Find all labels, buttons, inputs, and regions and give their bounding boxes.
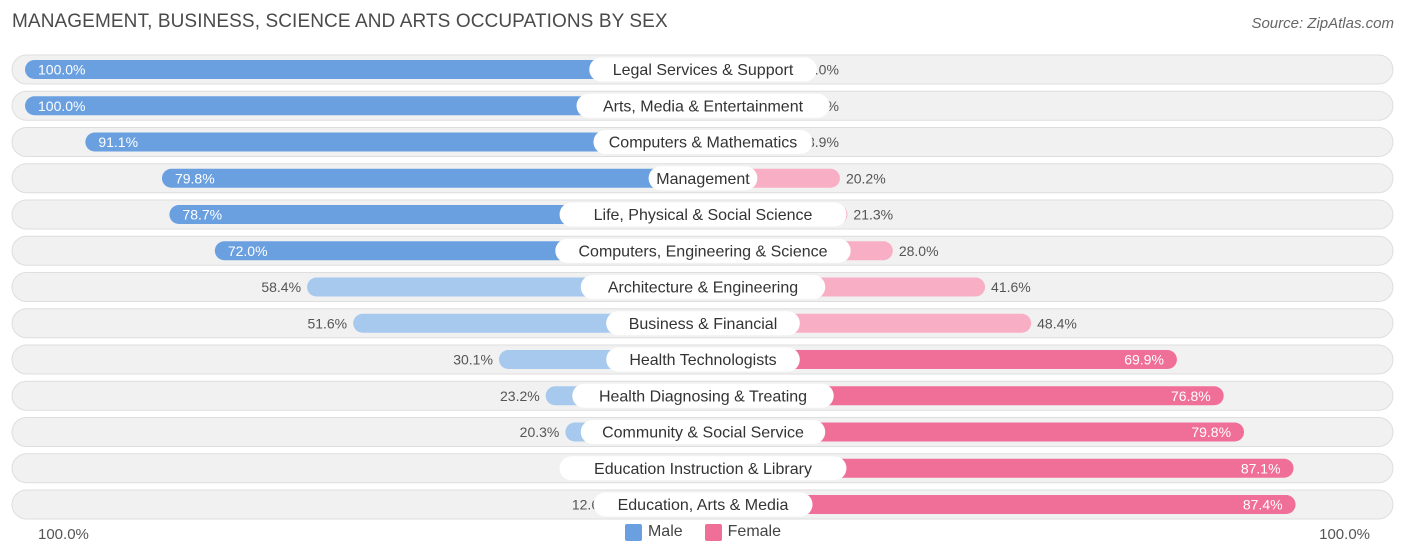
category-label: Legal Services & Support xyxy=(613,62,794,79)
legend-item-female[interactable]: Female xyxy=(704,523,782,541)
bar-female xyxy=(703,422,1245,442)
category-label: Computers & Mathematics xyxy=(609,135,798,152)
category-label-background xyxy=(572,383,834,408)
legend-swatch-female xyxy=(704,523,722,541)
axis-left-label: 100.0% xyxy=(38,526,89,543)
bar-female xyxy=(703,350,1177,369)
legend-label-female: Female xyxy=(727,523,782,540)
category-label-background xyxy=(580,420,826,444)
legend-swatch-male xyxy=(624,523,642,541)
legend-item-male[interactable]: Male xyxy=(624,523,683,541)
value-label-female: 69.9% xyxy=(1124,352,1164,368)
bar-male xyxy=(25,60,703,79)
value-label-male: 72.0% xyxy=(228,243,268,259)
value-label-male: 79.8% xyxy=(175,170,215,186)
legend: Male Female xyxy=(0,523,1406,541)
category-label: Life, Physical & Social Science xyxy=(594,207,813,224)
legend-label-male: Male xyxy=(647,523,683,540)
value-label-male: 30.1% xyxy=(453,352,493,368)
value-label-male: 78.7% xyxy=(182,207,222,223)
category-label-background xyxy=(593,492,813,517)
category-label-background xyxy=(589,57,817,82)
category-label: Management xyxy=(656,171,750,188)
category-label-background xyxy=(593,130,813,154)
axis-right-label: 100.0% xyxy=(1319,526,1370,543)
value-label-female: 8.9% xyxy=(807,134,839,150)
value-label-male: 20.3% xyxy=(520,424,560,440)
source-credit: Source: ZipAtlas.com xyxy=(1251,15,1394,32)
category-label: Community & Social Service xyxy=(602,425,804,442)
chart-title: MANAGEMENT, BUSINESS, SCIENCE AND ARTS O… xyxy=(12,11,668,32)
value-label-female: 48.4% xyxy=(1037,315,1077,331)
occupation-sex-chart: 100.0% 0.0%Legal Services & Support100.0%… xyxy=(11,54,1394,520)
value-label-male: 23.2% xyxy=(500,388,540,404)
value-label-female: 87.4% xyxy=(1243,497,1283,513)
category-label-background xyxy=(555,238,851,263)
category-label-background xyxy=(559,202,847,227)
value-label-female: 21.3% xyxy=(853,207,893,223)
value-label-female: 28.0% xyxy=(899,243,939,259)
value-label-female: 20.2% xyxy=(846,170,886,186)
bar-male xyxy=(161,168,703,188)
value-label-male: 100.0% xyxy=(38,62,85,78)
value-label-male: 58.4% xyxy=(261,279,301,295)
bar-male xyxy=(25,96,703,116)
category-label-background xyxy=(606,347,800,372)
category-label: Arts, Media & Entertainment xyxy=(603,98,804,115)
category-label: Education Instruction & Library xyxy=(594,461,812,478)
category-label: Health Technologists xyxy=(629,352,776,369)
category-label-background xyxy=(648,166,758,191)
category-label-background xyxy=(576,93,830,118)
category-label-background xyxy=(606,311,800,336)
category-label: Architecture & Engineering xyxy=(608,280,798,297)
category-label: Computers, Engineering & Science xyxy=(578,243,827,260)
category-label: Education, Arts & Media xyxy=(618,497,789,514)
value-label-female: 87.1% xyxy=(1241,460,1281,476)
value-label-male: 51.6% xyxy=(307,315,347,331)
value-label-female: 41.6% xyxy=(991,279,1031,295)
value-label-female: 79.8% xyxy=(1191,424,1231,440)
bar-female xyxy=(703,458,1294,478)
bar-female xyxy=(703,495,1296,514)
category-label: Business & Financial xyxy=(629,316,778,333)
category-label-background xyxy=(580,275,826,299)
bar-female xyxy=(703,386,1224,406)
value-label-male: 100.0% xyxy=(38,98,85,114)
category-label-background xyxy=(559,456,847,481)
bar-male xyxy=(85,132,704,152)
value-label-female: 76.8% xyxy=(1171,388,1211,404)
value-label-male: 91.1% xyxy=(98,134,138,150)
category-label: Health Diagnosing & Treating xyxy=(599,388,807,405)
